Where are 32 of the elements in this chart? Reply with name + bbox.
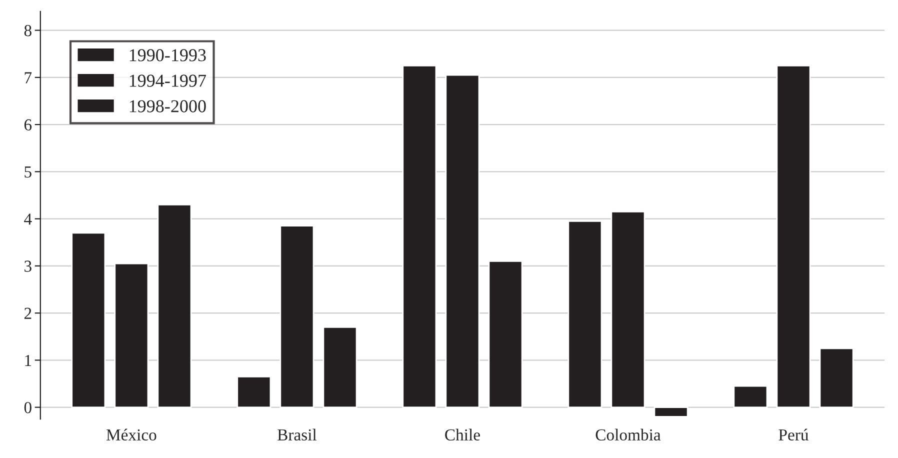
x-tick-label: Colombia (596, 428, 661, 441)
bar (114, 262, 149, 408)
bar (402, 64, 437, 408)
x-tick-label: Chile (445, 428, 480, 441)
bar (733, 385, 768, 408)
y-tick-label: 4 (24, 214, 32, 225)
y-tick-label: 2 (24, 308, 32, 319)
legend-label: 1994-1997 (130, 74, 206, 87)
bar (322, 326, 358, 408)
x-tick-label: México (106, 428, 156, 441)
bar (819, 348, 854, 408)
bar (654, 406, 688, 418)
y-tick-label: 6 (24, 119, 32, 130)
bar (280, 225, 314, 408)
legend-label: 1998-2000 (130, 100, 206, 112)
y-tick-label: 8 (24, 25, 32, 36)
bar (236, 376, 272, 408)
bar (568, 220, 602, 408)
y-tick-label: 3 (24, 260, 32, 272)
bar (488, 260, 523, 408)
bar (776, 64, 811, 408)
y-tick-label: 5 (24, 166, 32, 178)
bar (610, 211, 646, 408)
y-tick-label: 1 (25, 354, 32, 366)
bar (445, 74, 480, 408)
bar (157, 204, 192, 408)
legend-label: 1990-1993 (130, 49, 206, 62)
x-tick-label: Brasil (278, 428, 317, 441)
y-tick-label: 0 (24, 402, 32, 414)
x-tick-label: Perú (778, 428, 808, 441)
bar (71, 232, 106, 408)
y-tick-label: 7 (24, 72, 32, 84)
